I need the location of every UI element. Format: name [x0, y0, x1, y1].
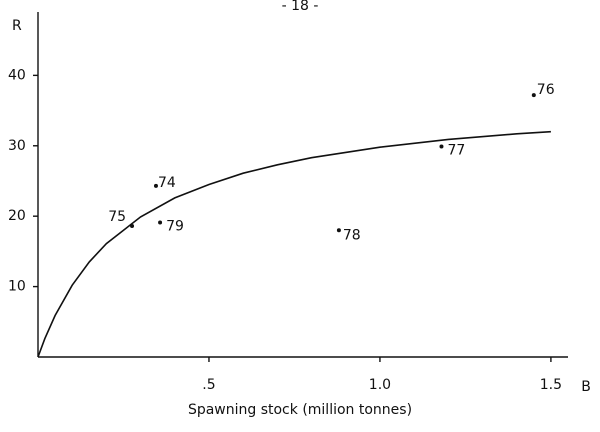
data-point	[439, 144, 444, 149]
x-tick-label: 1.5	[540, 377, 562, 393]
x-axis-end-label: B	[581, 379, 591, 395]
point-label: 78	[343, 227, 361, 243]
point-label: 75	[108, 209, 126, 225]
point-label: 76	[537, 82, 555, 98]
y-axis-label: R	[12, 18, 22, 34]
fitted-curve	[37, 130, 551, 358]
point-label: 77	[447, 142, 465, 158]
y-tick-label: 20	[8, 208, 26, 224]
point-label: 74	[158, 175, 176, 191]
x-axis-label: Spawning stock (million tonnes)	[188, 402, 412, 418]
y-tick-label: 10	[8, 279, 26, 295]
point-label: 79	[166, 219, 184, 235]
data-point	[153, 183, 158, 188]
x-tick-label: 1.0	[369, 377, 391, 393]
data-point	[531, 93, 536, 98]
y-tick-label: 30	[8, 138, 26, 154]
x-tick-label: .5	[202, 377, 215, 393]
data-point	[158, 220, 163, 225]
data-point	[130, 224, 135, 229]
data-point	[336, 228, 341, 233]
y-tick-label: 40	[8, 67, 26, 83]
page-header: - 18 -	[282, 0, 319, 14]
